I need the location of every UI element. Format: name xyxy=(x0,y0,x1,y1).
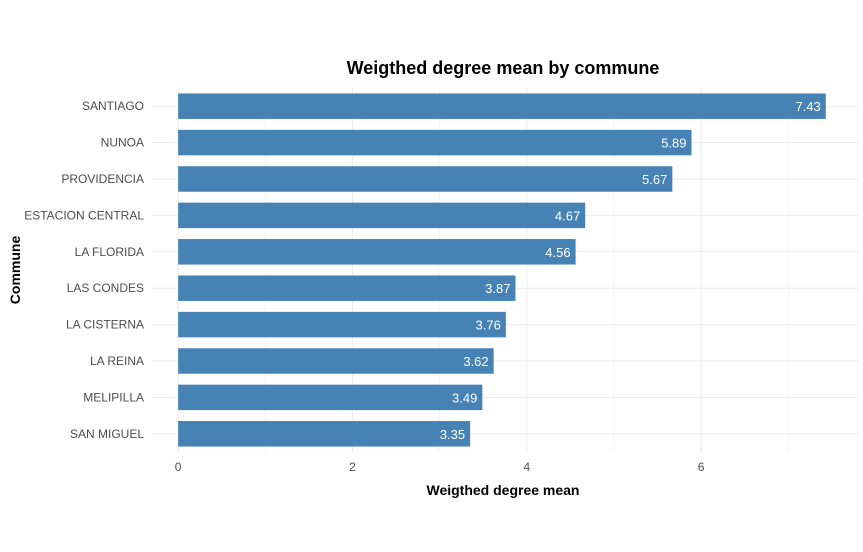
category-label: LA FLORIDA xyxy=(75,245,144,259)
x-tick-label: 6 xyxy=(698,460,705,474)
value-label: 3.49 xyxy=(452,390,477,405)
bar xyxy=(178,384,483,411)
value-label: 3.76 xyxy=(476,318,501,333)
category-label: MELIPILLA xyxy=(83,390,144,404)
bar xyxy=(178,239,576,265)
value-labels: 7.43 5.89 5.67 4.67 4.56 3.87 3.76 3.62 3.49 3.35 xyxy=(440,99,821,442)
value-label: 3.87 xyxy=(485,281,510,296)
category-label: PROVIDENCIA xyxy=(61,172,144,186)
value-label: 3.35 xyxy=(440,427,465,442)
category-label: LA CISTERNA xyxy=(66,318,144,332)
value-label: 5.67 xyxy=(642,172,667,187)
x-tick-label: 2 xyxy=(349,460,356,474)
y-axis-title: Commune xyxy=(7,236,23,305)
category-label: LA REINA xyxy=(90,354,144,368)
bar xyxy=(178,348,494,374)
bar xyxy=(178,275,516,301)
bar xyxy=(178,166,673,192)
x-tick-labels: 0 2 4 6 xyxy=(175,460,705,474)
bar xyxy=(178,129,692,156)
category-label: SANTIAGO xyxy=(82,99,144,113)
value-label: 4.56 xyxy=(545,245,570,260)
x-tick-label: 0 xyxy=(175,460,182,474)
x-axis-title: Weigthed degree mean xyxy=(426,482,579,498)
bar xyxy=(178,202,586,229)
value-label: 4.67 xyxy=(555,208,580,223)
value-label: 5.89 xyxy=(661,136,686,151)
category-label: SAN MIGUEL xyxy=(70,427,144,441)
bar xyxy=(178,421,471,447)
value-label: 7.43 xyxy=(795,99,820,114)
category-label: NUNOA xyxy=(101,136,144,150)
category-label: ESTACION CENTRAL xyxy=(24,208,144,222)
value-label: 3.62 xyxy=(463,354,488,369)
bar xyxy=(178,93,826,119)
x-tick-label: 4 xyxy=(523,460,530,474)
chart-title: Weigthed degree mean by commune xyxy=(347,58,660,78)
category-labels: SANTIAGO NUNOA PROVIDENCIA ESTACION CENTRAL… xyxy=(24,99,144,441)
bars xyxy=(178,93,826,447)
bar xyxy=(178,311,506,338)
category-label: LAS CONDES xyxy=(67,281,144,295)
